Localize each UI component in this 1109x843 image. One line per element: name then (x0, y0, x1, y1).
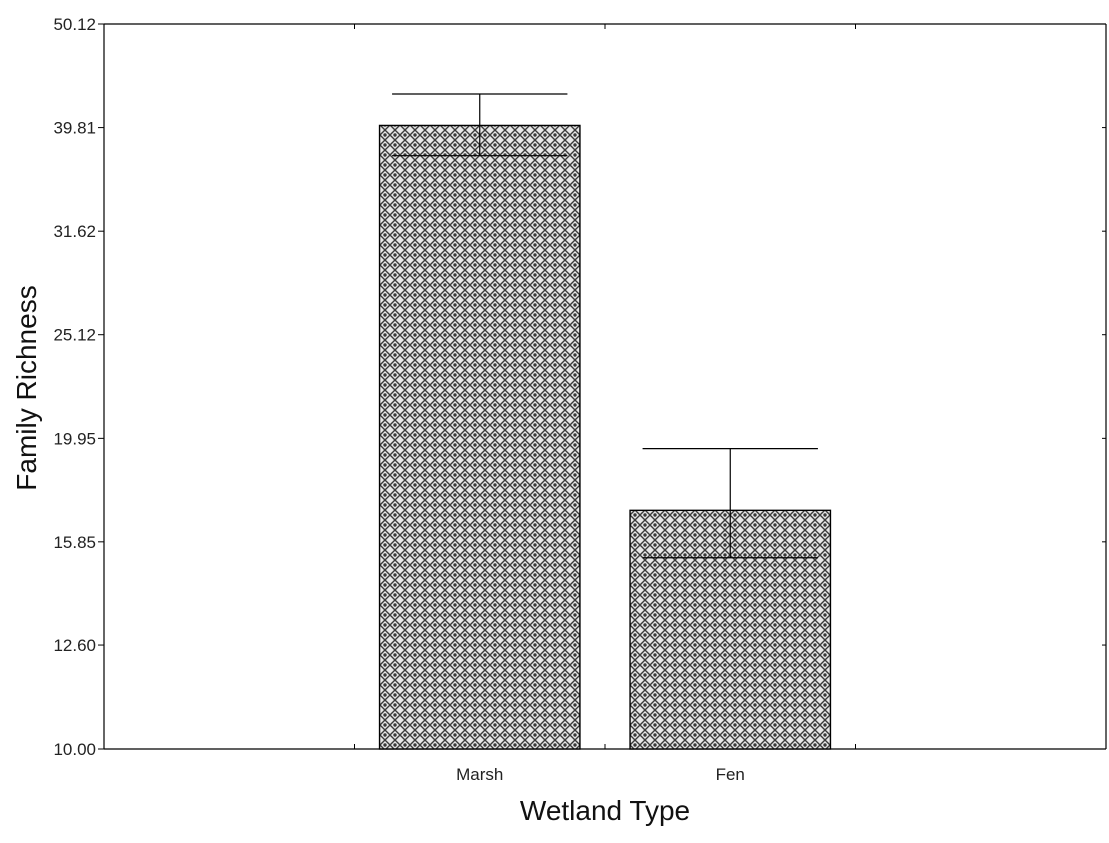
error-bars (392, 93, 818, 559)
y-tick-label: 39.81 (53, 119, 96, 138)
x-tick-label: Marsh (456, 765, 503, 784)
plot-frame (103, 23, 1107, 750)
y-tick-label: 50.12 (53, 15, 96, 34)
x-axis-ticks: Marsh Fen (354, 24, 856, 784)
y-tick-label: 12.60 (53, 636, 96, 655)
y-axis-ticks: 10.00 12.60 15.85 19.95 25.12 31.62 39.81 50.12 (53, 15, 1106, 759)
bars (378, 124, 832, 750)
y-tick-label: 15.85 (53, 533, 96, 552)
y-tick-label: 25.12 (53, 326, 96, 345)
y-axis-title: Family Richness (11, 285, 42, 490)
bar-marsh (378, 124, 581, 750)
y-tick-label: 10.00 (53, 740, 96, 759)
y-tick-label: 31.62 (53, 222, 96, 241)
x-axis-title: Wetland Type (520, 795, 690, 826)
y-tick-label: 19.95 (53, 429, 96, 448)
x-tick-label: Fen (716, 765, 745, 784)
